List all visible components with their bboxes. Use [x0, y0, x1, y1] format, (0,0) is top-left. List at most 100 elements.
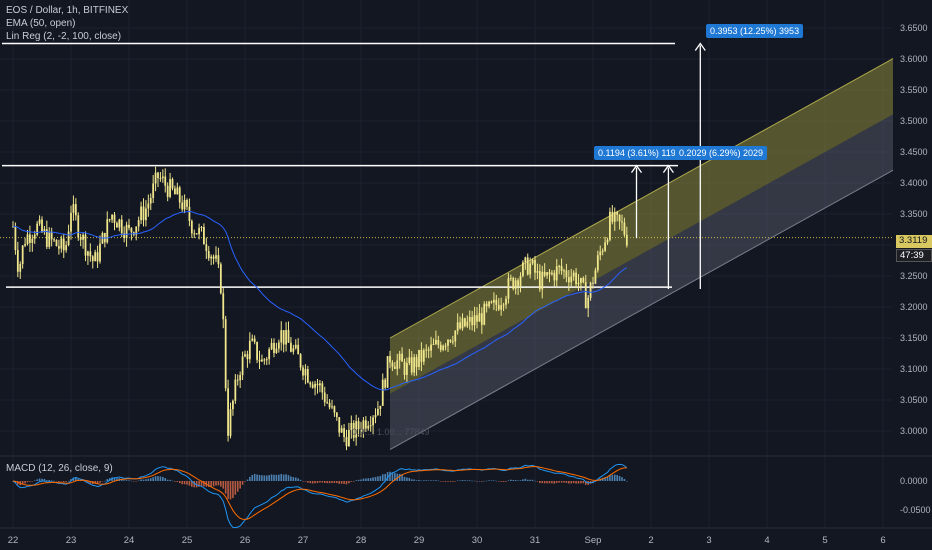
macd-histogram-bar [96, 481, 99, 484]
candle-body [364, 420, 367, 429]
candle-body [224, 319, 227, 389]
macd-histogram-bar [415, 480, 418, 481]
candle-body [89, 251, 92, 257]
macd-histogram-bar [389, 471, 391, 481]
candle-body [461, 318, 464, 329]
price-axis[interactable]: 3.6500 3.6000 3.5500 3.5000 3.4500 3.4000 3.35… [900, 23, 931, 515]
candle-body [135, 226, 138, 235]
candle-body [495, 299, 498, 305]
time-tick-label: 29 [414, 535, 425, 546]
macd-histogram-bar [43, 478, 46, 481]
candle-body [62, 238, 65, 251]
macd-histogram-bar [423, 480, 425, 481]
price-tick-label: 3.2500 [900, 271, 928, 281]
macd-histogram-bar [452, 481, 454, 482]
range-tag-1[interactable]: 0.1194 (3.61%) 1194 [594, 146, 685, 160]
macd-histogram-bar [413, 479, 415, 481]
macd-histogram-bar [601, 477, 604, 481]
macd-histogram-bar [408, 477, 411, 481]
time-tick-label: 31 [530, 535, 541, 546]
macd-histogram-bar [514, 479, 517, 481]
time-tick-label: 2 [648, 535, 653, 546]
macd-histogram-bar [123, 480, 125, 481]
macd-histogram-bar [510, 479, 512, 481]
candle-body [251, 338, 254, 341]
linreg-legend: Lin Reg (2, -2, 100, close) [6, 31, 122, 42]
macd-histogram-bar [485, 480, 488, 482]
macd-histogram-bar [72, 477, 75, 481]
candle-body [621, 221, 623, 223]
macd-histogram-bar [321, 481, 324, 483]
candle-body [381, 379, 384, 406]
macd-histogram-bar [471, 480, 473, 482]
candle-body [553, 272, 556, 281]
macd-histogram-bar [171, 480, 174, 482]
macd-histogram-bar [454, 481, 457, 482]
macd-histogram-bar [162, 476, 164, 481]
candle-body [500, 305, 503, 310]
candle-body [207, 251, 210, 259]
candle-body [493, 299, 495, 303]
candle-body [108, 219, 111, 221]
horizontal-levels[interactable] [0, 42, 892, 288]
macd-histogram-bar [398, 473, 401, 481]
candle-body [570, 276, 573, 283]
macd-pane [12, 463, 628, 529]
price-range-arrows[interactable] [630, 42, 706, 290]
macd-histogram-bar [46, 480, 48, 481]
candle-body [55, 239, 58, 247]
candle-body [333, 406, 336, 413]
macd-histogram-bar [466, 480, 469, 481]
candle-body [584, 282, 587, 309]
candle-body [548, 272, 551, 275]
candle-body [70, 212, 72, 232]
macd-histogram-bar [154, 476, 157, 481]
ema-legend: EMA (50, open) [6, 18, 76, 29]
macd-histogram-bar [157, 476, 159, 481]
candle-body [464, 318, 466, 327]
macd-histogram-bar [531, 479, 534, 481]
candle-body [169, 179, 171, 197]
candle-body [261, 359, 263, 362]
macd-histogram-bar [149, 478, 152, 481]
macd-histogram-bar [367, 478, 370, 481]
time-axis[interactable]: 22 23 24 25 26 27 28 29 30 31 Sep 2 3 4 5 6 [8, 535, 886, 546]
candle-body [401, 353, 403, 362]
candle-body [483, 303, 486, 325]
candle-body [536, 271, 539, 273]
macd-histogram-bar [99, 481, 101, 483]
candle-body [120, 219, 123, 234]
macd-histogram-bar [539, 481, 541, 484]
candle-body [625, 234, 628, 246]
macd-histogram-bar [273, 474, 275, 481]
candle-body [582, 277, 585, 283]
macd-histogram-bar [502, 481, 505, 482]
range-tag-3[interactable]: 0.3953 (12.25%) 3953 [706, 24, 804, 38]
candle-body [234, 379, 237, 401]
candle-body [343, 428, 345, 438]
candle-body [159, 178, 162, 180]
candle-body [444, 345, 447, 347]
range-tag-2[interactable]: 0.2029 (6.29%) 2029 [675, 146, 768, 160]
candle-body [183, 199, 186, 210]
candle-body [164, 176, 167, 186]
candle-body [437, 339, 440, 345]
macd-histogram-bar [386, 472, 389, 481]
candle-body [451, 341, 454, 343]
candle-body [50, 231, 53, 240]
macd-histogram-bar [302, 481, 304, 482]
macd-histogram-bar [606, 476, 609, 481]
price-tick-label: 3.0000 [900, 426, 928, 436]
macd-histogram-bar [249, 476, 251, 481]
macd-histogram-bar [611, 474, 614, 481]
macd-histogram-bar [481, 481, 483, 482]
candle-body [142, 206, 145, 221]
macd-histogram-bar [193, 481, 196, 488]
candle-body [565, 270, 568, 278]
candle-body [82, 234, 84, 240]
macd-histogram-bar [287, 475, 290, 481]
range-arrowhead-2 [662, 164, 674, 174]
macd-histogram-bar [582, 481, 585, 484]
candle-body [514, 280, 517, 289]
